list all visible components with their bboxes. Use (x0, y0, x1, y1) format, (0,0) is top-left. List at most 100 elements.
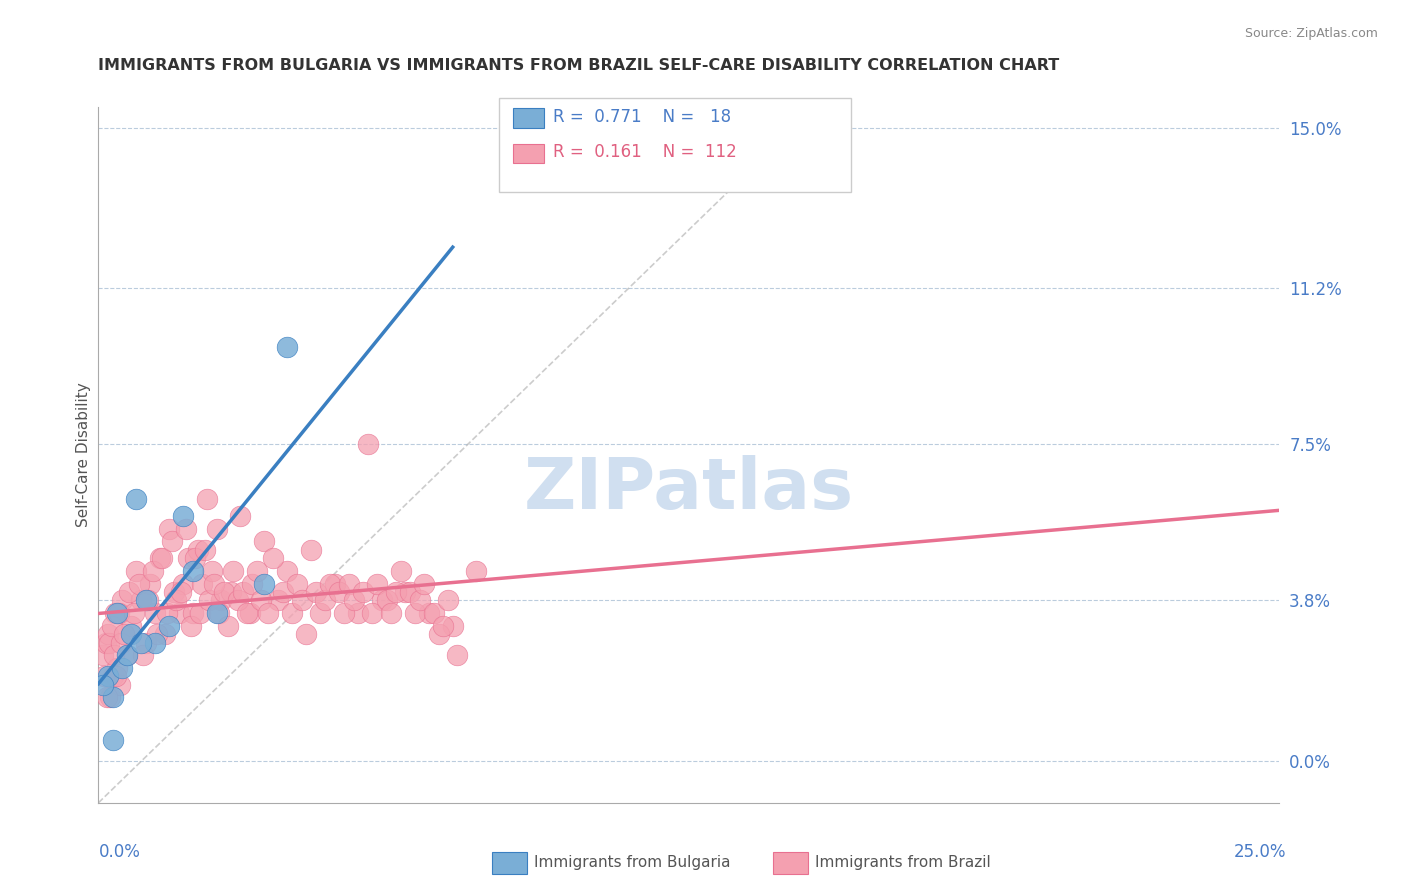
Point (253, 576, 276, 591)
Point (309, 606, 332, 620)
Point (93, 669, 115, 683)
Y-axis label: Self-Care Disability: Self-Care Disability (76, 383, 91, 527)
Point (181, 606, 204, 620)
Point (111, 593, 134, 607)
Point (399, 585, 422, 599)
Point (271, 585, 294, 599)
Point (408, 593, 430, 607)
Point (375, 593, 398, 607)
Point (146, 627, 169, 641)
Point (198, 593, 221, 607)
Text: Immigrants from Bulgaria: Immigrants from Bulgaria (534, 855, 731, 870)
Point (143, 606, 166, 620)
Point (385, 585, 408, 599)
Point (112, 627, 135, 641)
Point (208, 606, 231, 620)
Point (389, 564, 412, 578)
Point (125, 492, 148, 507)
Point (202, 576, 225, 591)
Point (167, 606, 190, 620)
Point (115, 648, 138, 663)
Text: Immigrants from Brazil: Immigrants from Brazil (815, 855, 991, 870)
Point (337, 576, 360, 591)
Point (212, 585, 235, 599)
Point (181, 564, 204, 578)
Point (105, 606, 128, 620)
Point (125, 564, 148, 578)
Text: 25.0%: 25.0% (1234, 843, 1286, 861)
Point (239, 606, 262, 620)
Point (394, 585, 416, 599)
Point (290, 593, 312, 607)
Point (121, 618, 143, 632)
Point (180, 618, 202, 632)
Point (222, 564, 245, 578)
Text: 0.0%: 0.0% (98, 843, 141, 861)
Point (229, 509, 252, 524)
Point (418, 606, 440, 620)
Point (205, 522, 228, 536)
Point (105, 669, 128, 683)
Point (195, 492, 218, 507)
Point (427, 627, 450, 641)
Point (107, 606, 129, 620)
Point (361, 606, 384, 620)
Point (96, 690, 118, 705)
Point (97, 627, 120, 641)
Text: R =  0.771    N =   18: R = 0.771 N = 18 (553, 108, 731, 126)
Point (129, 635, 152, 649)
Text: Source: ZipAtlas.com: Source: ZipAtlas.com (1244, 27, 1378, 40)
Point (139, 576, 162, 591)
Point (226, 593, 249, 607)
Point (129, 593, 152, 607)
Point (413, 576, 436, 591)
Point (172, 509, 194, 524)
Point (110, 635, 132, 649)
Point (101, 732, 124, 747)
Point (305, 585, 328, 599)
Point (250, 593, 273, 607)
Point (205, 606, 228, 620)
Point (446, 648, 468, 663)
Point (118, 585, 141, 599)
Point (121, 627, 143, 641)
Text: ZIPatlas: ZIPatlas (524, 455, 853, 524)
Point (91, 678, 114, 692)
Text: R =  0.161    N =  112: R = 0.161 N = 112 (553, 143, 737, 161)
Text: IMMIGRANTS FROM BULGARIA VS IMMIGRANTS FROM BRAZIL SELF-CARE DISABILITY CORRELAT: IMMIGRANTS FROM BULGARIA VS IMMIGRANTS F… (98, 58, 1060, 73)
Point (240, 576, 263, 591)
Point (281, 606, 304, 620)
Point (160, 534, 183, 549)
Point (156, 606, 179, 620)
Point (253, 534, 276, 549)
Point (295, 627, 318, 641)
Point (465, 564, 488, 578)
Point (188, 606, 211, 620)
Point (177, 551, 200, 566)
Point (142, 564, 165, 578)
Point (122, 606, 145, 620)
Point (352, 585, 374, 599)
Point (105, 661, 128, 675)
Point (135, 593, 157, 607)
Point (170, 585, 193, 599)
Point (328, 585, 350, 599)
Point (333, 606, 356, 620)
Point (209, 593, 232, 607)
Point (323, 576, 346, 591)
Point (423, 606, 446, 620)
Point (219, 585, 242, 599)
Point (347, 606, 370, 620)
Point (276, 564, 298, 578)
Point (149, 551, 172, 566)
Point (94, 635, 117, 649)
Point (101, 669, 124, 683)
Point (432, 618, 454, 632)
Point (174, 522, 197, 536)
Point (276, 340, 298, 354)
Point (201, 564, 224, 578)
Point (246, 564, 269, 578)
Point (163, 585, 186, 599)
Point (194, 542, 217, 557)
Point (285, 576, 308, 591)
